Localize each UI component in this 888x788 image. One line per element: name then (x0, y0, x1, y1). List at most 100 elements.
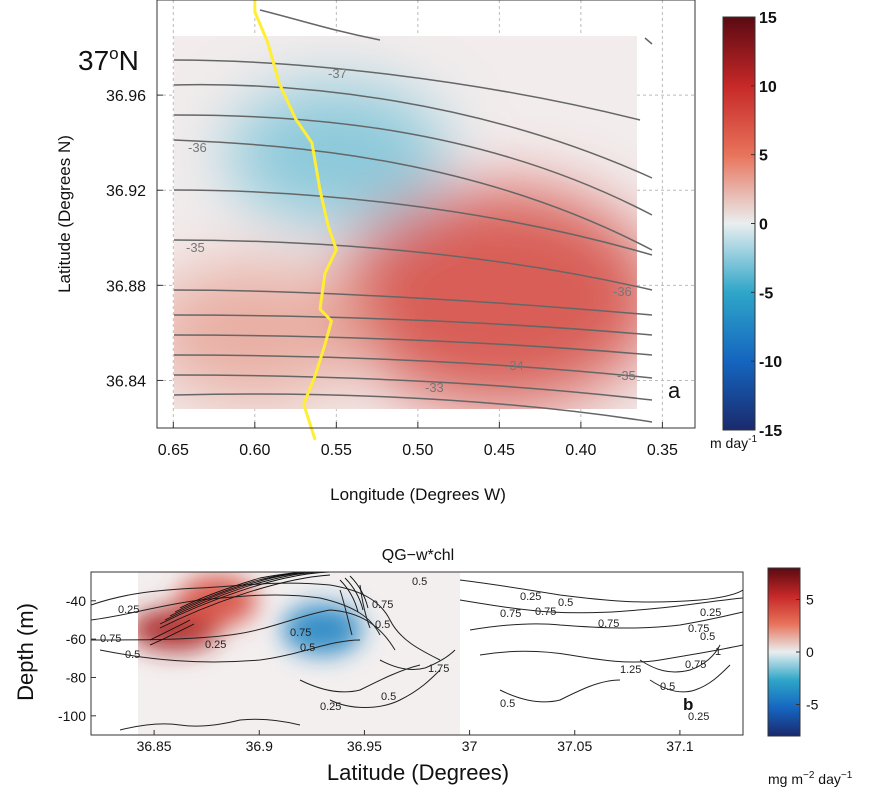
panel-b-title: QG−w*chl (382, 547, 454, 564)
y-tick-label: -60 (66, 631, 86, 647)
contour-label: 0.25 (700, 607, 721, 619)
contour-label: 0.25 (320, 701, 341, 713)
y-tick-label: 36.88 (106, 278, 146, 295)
contour-line (159, 574, 331, 629)
panel-b-dense-contours (149, 571, 369, 646)
contour-label: 0.5 (558, 597, 573, 609)
panel-b: QG−w*chl (13, 547, 853, 787)
contour-line (149, 619, 191, 641)
contour-label: 0.75 (535, 606, 556, 618)
colorbar-b (767, 567, 801, 737)
x-tick-label: 36.85 (137, 738, 172, 754)
contour-label: 0.25 (205, 639, 226, 651)
panel-b-y-axis-label: Depth (m) (13, 603, 38, 701)
contour-label: 0.75 (100, 633, 121, 645)
contour-line (639, 644, 721, 673)
colorbar-tick-label: 0 (806, 644, 814, 660)
contour-line (99, 639, 361, 663)
panel-a-y-ticks: 36.84 36.88 36.92 36.96 (106, 88, 163, 390)
contour-line (173, 239, 653, 291)
contour-line (499, 679, 621, 703)
contour-label: 0.75 (685, 659, 706, 671)
contour-line (459, 597, 743, 614)
contour-line (469, 611, 743, 631)
contour-line (329, 669, 441, 708)
contour-label: 0.25 (520, 591, 541, 603)
x-tick-label: 0.55 (321, 442, 352, 459)
contour-label: 0.5 (375, 619, 390, 631)
contour-label: 0.5 (412, 576, 427, 588)
contour-label: 0.75 (372, 599, 393, 611)
y-tick-label: -80 (66, 669, 86, 685)
contour-label: 0.75 (598, 618, 619, 630)
contour-label: -33 (425, 380, 444, 395)
contour-line (339, 589, 353, 636)
colorbar-tick-label: -15 (759, 423, 782, 440)
panel-a-contours (173, 9, 653, 423)
contour-line (173, 354, 653, 379)
panel-b-axes (90, 571, 744, 736)
contour-line (91, 594, 381, 636)
contour-line (173, 59, 641, 121)
x-tick-label: 37.1 (666, 738, 693, 754)
panel-a-axes (156, 0, 696, 429)
contour-line (379, 649, 456, 671)
contour-label: 0.5 (125, 649, 140, 661)
contour-line (173, 83, 653, 179)
colorbar-tick-label: 5 (806, 592, 814, 608)
contour-line (459, 579, 743, 603)
panel-a: -37 -36 -35 -36 -35 -34 -33 0.65 0.60 0.55… (55, 0, 782, 504)
contour-line (173, 374, 653, 401)
contour-label: 0.25 (688, 711, 709, 723)
contour-label: 0.5 (381, 691, 396, 703)
top-latitude-label: 37oN (78, 44, 139, 76)
contour-label: -36 (613, 284, 632, 299)
contour-label: 0.75 (688, 623, 709, 635)
colorbar-tick-label: -10 (759, 354, 782, 371)
contour-line (259, 9, 381, 41)
panel-b-contours (91, 579, 743, 731)
contour-line (644, 37, 653, 45)
contour-label: -37 (328, 66, 347, 81)
x-tick-label: 0.65 (158, 442, 189, 459)
contour-line (173, 139, 653, 251)
contour-label: 0.5 (700, 631, 715, 643)
contour-label: 1 (715, 646, 721, 658)
panel-b-label: b (683, 695, 693, 714)
x-tick-label: 0.60 (239, 442, 270, 459)
panel-a-field (174, 36, 637, 409)
x-tick-label: 37 (462, 738, 478, 754)
x-tick-label: 0.40 (565, 442, 596, 459)
contour-line (173, 314, 653, 336)
panel-a-contour-labels: -37 -36 -35 -36 -35 -34 -33 (186, 66, 636, 395)
contour-label: 0.5 (300, 642, 315, 654)
colorbar-tick-label: 15 (759, 10, 777, 27)
contour-label: 1.75 (428, 663, 449, 675)
contour-line (164, 571, 326, 621)
contour-line (91, 609, 396, 651)
contour-label: -35 (186, 240, 205, 255)
contour-line (339, 579, 359, 613)
contour-label: 0.75 (500, 608, 521, 620)
panel-b-x-ticks: 36.85 36.9 36.95 37 37.05 37.1 (137, 730, 694, 754)
colorbar-b-unit: mg m−2 day−1 (768, 770, 853, 787)
contour-line (344, 577, 364, 611)
y-tick-label: 36.92 (106, 183, 146, 200)
colorbar-a-unit: m day-1 (710, 434, 757, 451)
colorbar-tick-label: 5 (759, 148, 768, 165)
x-tick-label: 36.9 (246, 738, 273, 754)
contour-label: -35 (617, 368, 636, 383)
panel-a-y-axis-label: Latitude (Degrees N) (55, 135, 74, 293)
colorbar-tick-label: -5 (806, 697, 819, 713)
panel-b-field (138, 572, 460, 735)
panel-a-x-axis-label: Longitude (Degrees W) (330, 485, 506, 504)
x-tick-label: 37.05 (557, 738, 592, 754)
contour-line (169, 571, 321, 617)
contour-line (173, 334, 653, 356)
field-blob (339, 187, 637, 408)
contour-line (173, 114, 653, 216)
colorbar-a (722, 16, 756, 431)
contour-line (179, 571, 311, 609)
x-tick-label: 0.45 (484, 442, 515, 459)
